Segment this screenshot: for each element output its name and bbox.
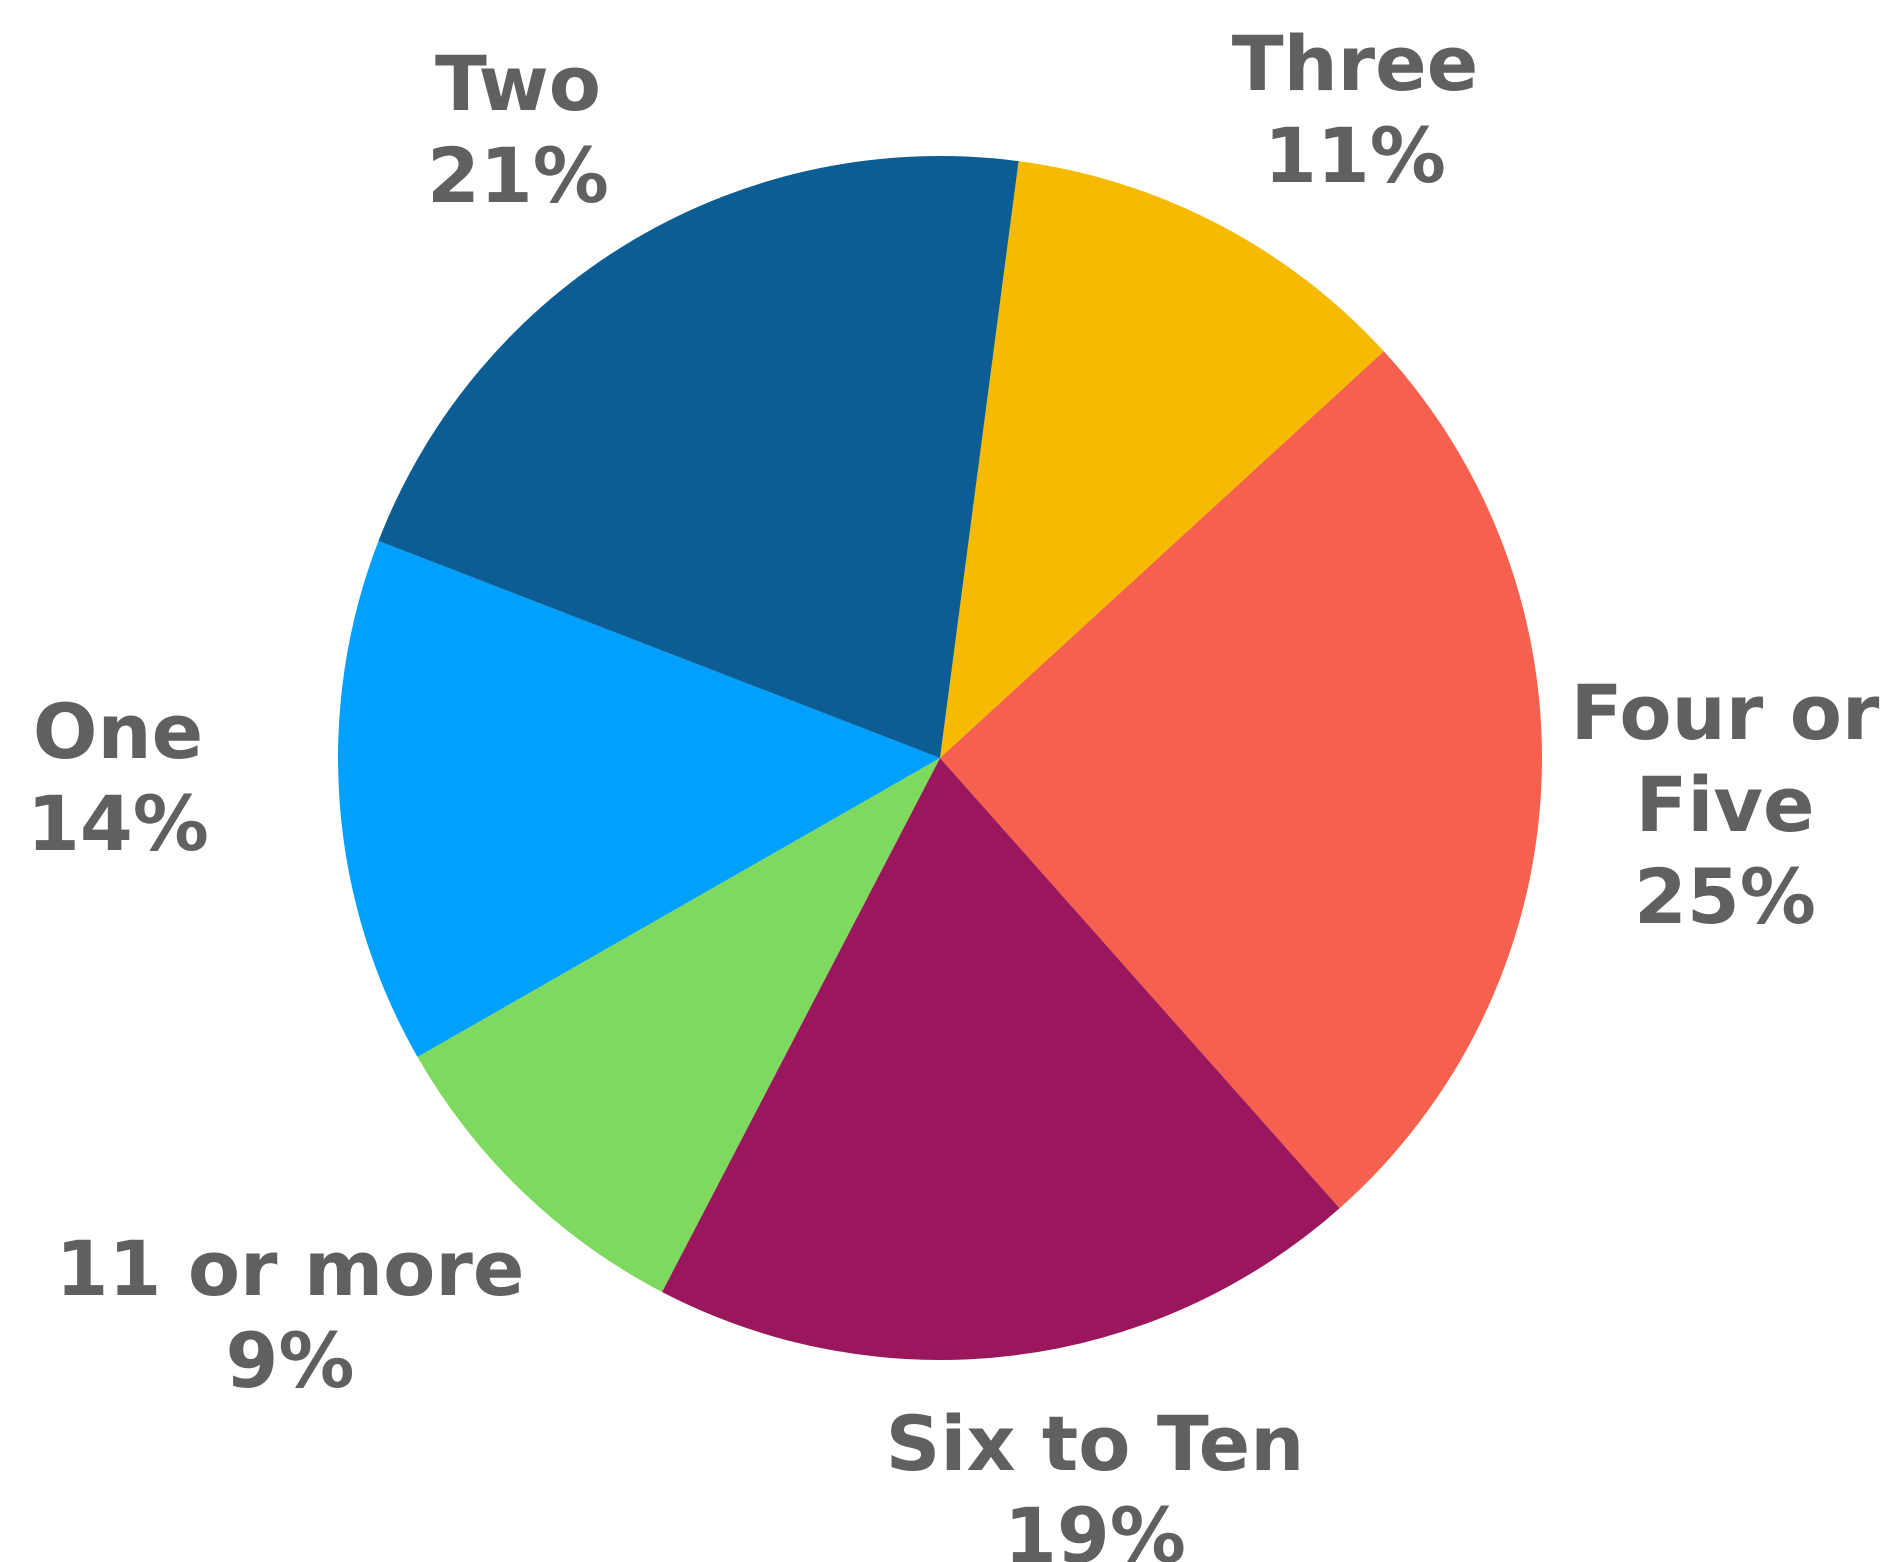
slice-label-one: One 14% [27, 687, 209, 868]
slice-name-two: Two [435, 39, 601, 128]
slice-name-three: Three [1232, 19, 1479, 108]
slice-name-one: One [33, 687, 203, 776]
pie-slices [338, 156, 1542, 1360]
slice-name-four-or-five: Four or [1571, 668, 1880, 757]
slice-percent-one: 14% [27, 779, 209, 868]
slice-label-three: Three 11% [1232, 19, 1479, 200]
slice-percent-two: 21% [427, 131, 609, 220]
slice-name-four-or-five: Five [1635, 760, 1814, 849]
slice-percent-six-to-ten: 19% [1004, 1491, 1186, 1562]
slice-percent-three: 11% [1264, 111, 1446, 200]
slice-percent-four-or-five: 25% [1634, 852, 1816, 941]
slice-name-six-to-ten: Six to Ten [886, 1399, 1305, 1488]
slice-label-two: Two 21% [427, 39, 609, 220]
slice-label-six-to-ten: Six to Ten 19% [886, 1399, 1305, 1562]
slice-label-11-or-more: 11 or more 9% [56, 1224, 525, 1405]
slice-name-11-or-more: 11 or more [56, 1224, 525, 1313]
slice-percent-11-or-more: 9% [225, 1316, 354, 1405]
slice-label-four-or-five: Four or Five 25% [1571, 668, 1880, 941]
